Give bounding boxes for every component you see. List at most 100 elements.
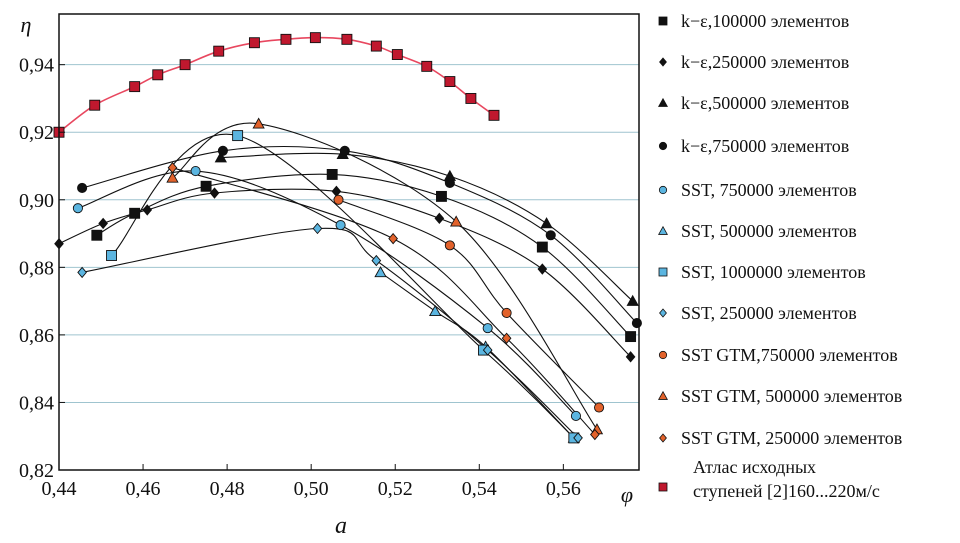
data-point — [626, 294, 639, 306]
x-tick-label: 0,54 — [462, 478, 497, 500]
series-line-12 — [58, 36, 495, 133]
data-point — [309, 32, 321, 44]
data-point — [570, 410, 582, 422]
legend-label: SST GTM, 500000 элементов — [681, 386, 902, 406]
data-point — [388, 232, 398, 245]
data-point — [434, 212, 445, 225]
legend-label: k−ε,500000 элементов — [681, 93, 849, 113]
data-point — [167, 161, 178, 174]
series-line-7 — [111, 133, 575, 439]
y-tick-label: 0,82 — [19, 460, 54, 482]
data-point — [77, 266, 87, 279]
legend-marker — [658, 390, 668, 400]
data-point — [341, 33, 353, 45]
data-point — [536, 241, 548, 253]
y-tick-label: 0,92 — [19, 122, 54, 144]
data-point — [106, 250, 117, 261]
data-point — [179, 59, 191, 71]
data-point — [190, 166, 201, 177]
data-point — [312, 222, 323, 235]
data-point — [72, 203, 83, 214]
data-point — [374, 266, 387, 278]
data-point — [450, 215, 463, 227]
legend-marker — [658, 97, 668, 107]
data-point — [98, 217, 108, 230]
legend-marker — [658, 16, 668, 26]
data-point — [152, 69, 164, 81]
legend-label: SST, 250000 элементов — [681, 303, 857, 323]
data-point — [326, 168, 338, 180]
data-point — [465, 92, 477, 104]
data-point — [444, 177, 455, 188]
y-tick-label: 0,86 — [19, 325, 54, 347]
series-line-11 — [172, 167, 596, 435]
x-axis-label: φ — [621, 482, 633, 507]
x-tick-label: 0,50 — [294, 478, 329, 500]
tick-labels: 0,44 0,46 0,48 0,50 0,52 0,54 0,56 0,82 0,84 0,86… — [19, 55, 581, 500]
data-point — [488, 109, 500, 121]
series-markers — [53, 32, 642, 444]
legend-label: SST GTM, 250000 элементов — [681, 428, 902, 448]
data-point — [91, 229, 103, 241]
y-tick-label: 0,94 — [19, 55, 54, 77]
data-point — [444, 240, 455, 251]
data-point — [444, 76, 456, 88]
data-point — [129, 207, 141, 219]
data-point — [339, 145, 350, 156]
legend-label: k−ε,100000 элементов — [681, 11, 849, 31]
data-point — [391, 49, 403, 60]
data-point — [335, 220, 346, 231]
data-point — [482, 344, 493, 356]
data-point — [537, 263, 548, 275]
legend-marker — [658, 185, 668, 195]
data-point — [129, 81, 141, 93]
data-point — [625, 351, 636, 363]
data-point — [371, 254, 382, 267]
data-point — [209, 187, 220, 199]
legend-marker — [659, 433, 667, 443]
data-point — [217, 145, 228, 156]
series-line-5 — [77, 170, 577, 417]
series-line-9 — [338, 199, 600, 408]
legend-label: SST, 1000000 элементов — [681, 262, 866, 282]
legend-label: k−ε,250000 элементов — [681, 52, 849, 72]
data-point — [428, 304, 442, 317]
data-point — [248, 37, 260, 49]
data-point — [631, 318, 642, 329]
series-line-8 — [81, 227, 579, 439]
data-point — [573, 432, 583, 444]
y-tick-label: 0,90 — [19, 190, 54, 212]
legend-label: SST GTM,750000 элементов — [681, 345, 898, 365]
figure-label: a — [335, 513, 347, 539]
x-tick-label: 0,46 — [126, 478, 161, 500]
data-point — [545, 230, 556, 241]
series-line-1 — [96, 173, 631, 337]
data-point — [594, 402, 605, 413]
data-point — [625, 331, 637, 343]
legend-marker — [659, 308, 667, 318]
data-point — [77, 182, 88, 194]
legend-marker — [658, 350, 668, 360]
data-point — [482, 323, 493, 334]
data-point — [89, 99, 101, 111]
data-point — [421, 60, 433, 72]
x-tick-label: 0,56 — [546, 478, 581, 500]
data-point — [200, 180, 212, 192]
series-line-4 — [81, 145, 638, 324]
y-tick-label: 0,88 — [19, 257, 54, 279]
data-point — [370, 40, 382, 52]
series-line-10 — [172, 122, 598, 430]
legend: k−ε,100000 элементов k−ε,250000 элементов… — [658, 11, 902, 501]
legend-label: SST, 500000 элементов — [681, 221, 857, 241]
legend-marker — [658, 482, 668, 492]
legend-marker — [659, 57, 667, 67]
data-point — [166, 171, 179, 183]
x-tick-label: 0,44 — [42, 478, 77, 500]
data-point — [540, 217, 553, 229]
data-point — [252, 117, 265, 129]
data-point — [501, 332, 512, 344]
legend-label: k−ε,750000 элементов — [681, 136, 849, 156]
legend-label: ступеней [2]160...220м/с — [693, 481, 880, 501]
data-point — [280, 33, 292, 45]
